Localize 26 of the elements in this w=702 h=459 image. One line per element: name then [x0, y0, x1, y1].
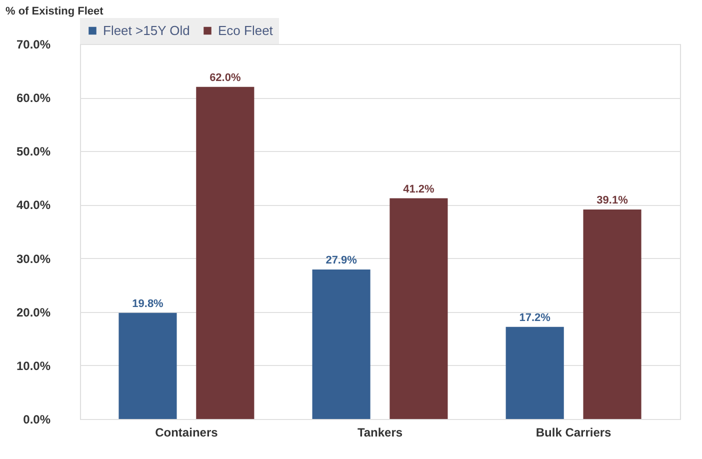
data-label: 17.2%	[519, 312, 551, 324]
bar	[196, 86, 254, 419]
y-tick-label: 0.0%	[23, 412, 51, 426]
x-tick-label: Bulk Carriers	[536, 426, 612, 440]
bar	[506, 326, 564, 419]
bar	[312, 270, 370, 419]
y-tick-label: 20.0%	[16, 305, 51, 320]
bar	[118, 312, 177, 419]
data-label: 41.2%	[403, 183, 435, 196]
legend-label: Fleet >15Y Old	[103, 22, 190, 38]
legend-label: Eco Fleet	[218, 22, 274, 38]
y-tick-label: 40.0%	[16, 198, 51, 212]
y-axis-title: % of Existing Fleet	[6, 6, 104, 18]
bar	[390, 198, 448, 419]
x-tick-label: Tankers	[357, 426, 403, 440]
data-label: 27.9%	[326, 254, 358, 267]
y-tick-label: 10.0%	[16, 358, 51, 373]
data-label: 19.8%	[132, 298, 164, 310]
data-label: 39.1%	[596, 194, 628, 207]
y-tick-label: 70.0%	[16, 38, 51, 52]
x-tick-label: Containers	[155, 426, 218, 440]
y-tick-label: 50.0%	[16, 144, 51, 159]
bar	[583, 210, 642, 419]
data-label: 62.0%	[210, 72, 241, 84]
y-tick-label: 60.0%	[16, 91, 51, 106]
y-tick-label: 30.0%	[16, 252, 51, 266]
